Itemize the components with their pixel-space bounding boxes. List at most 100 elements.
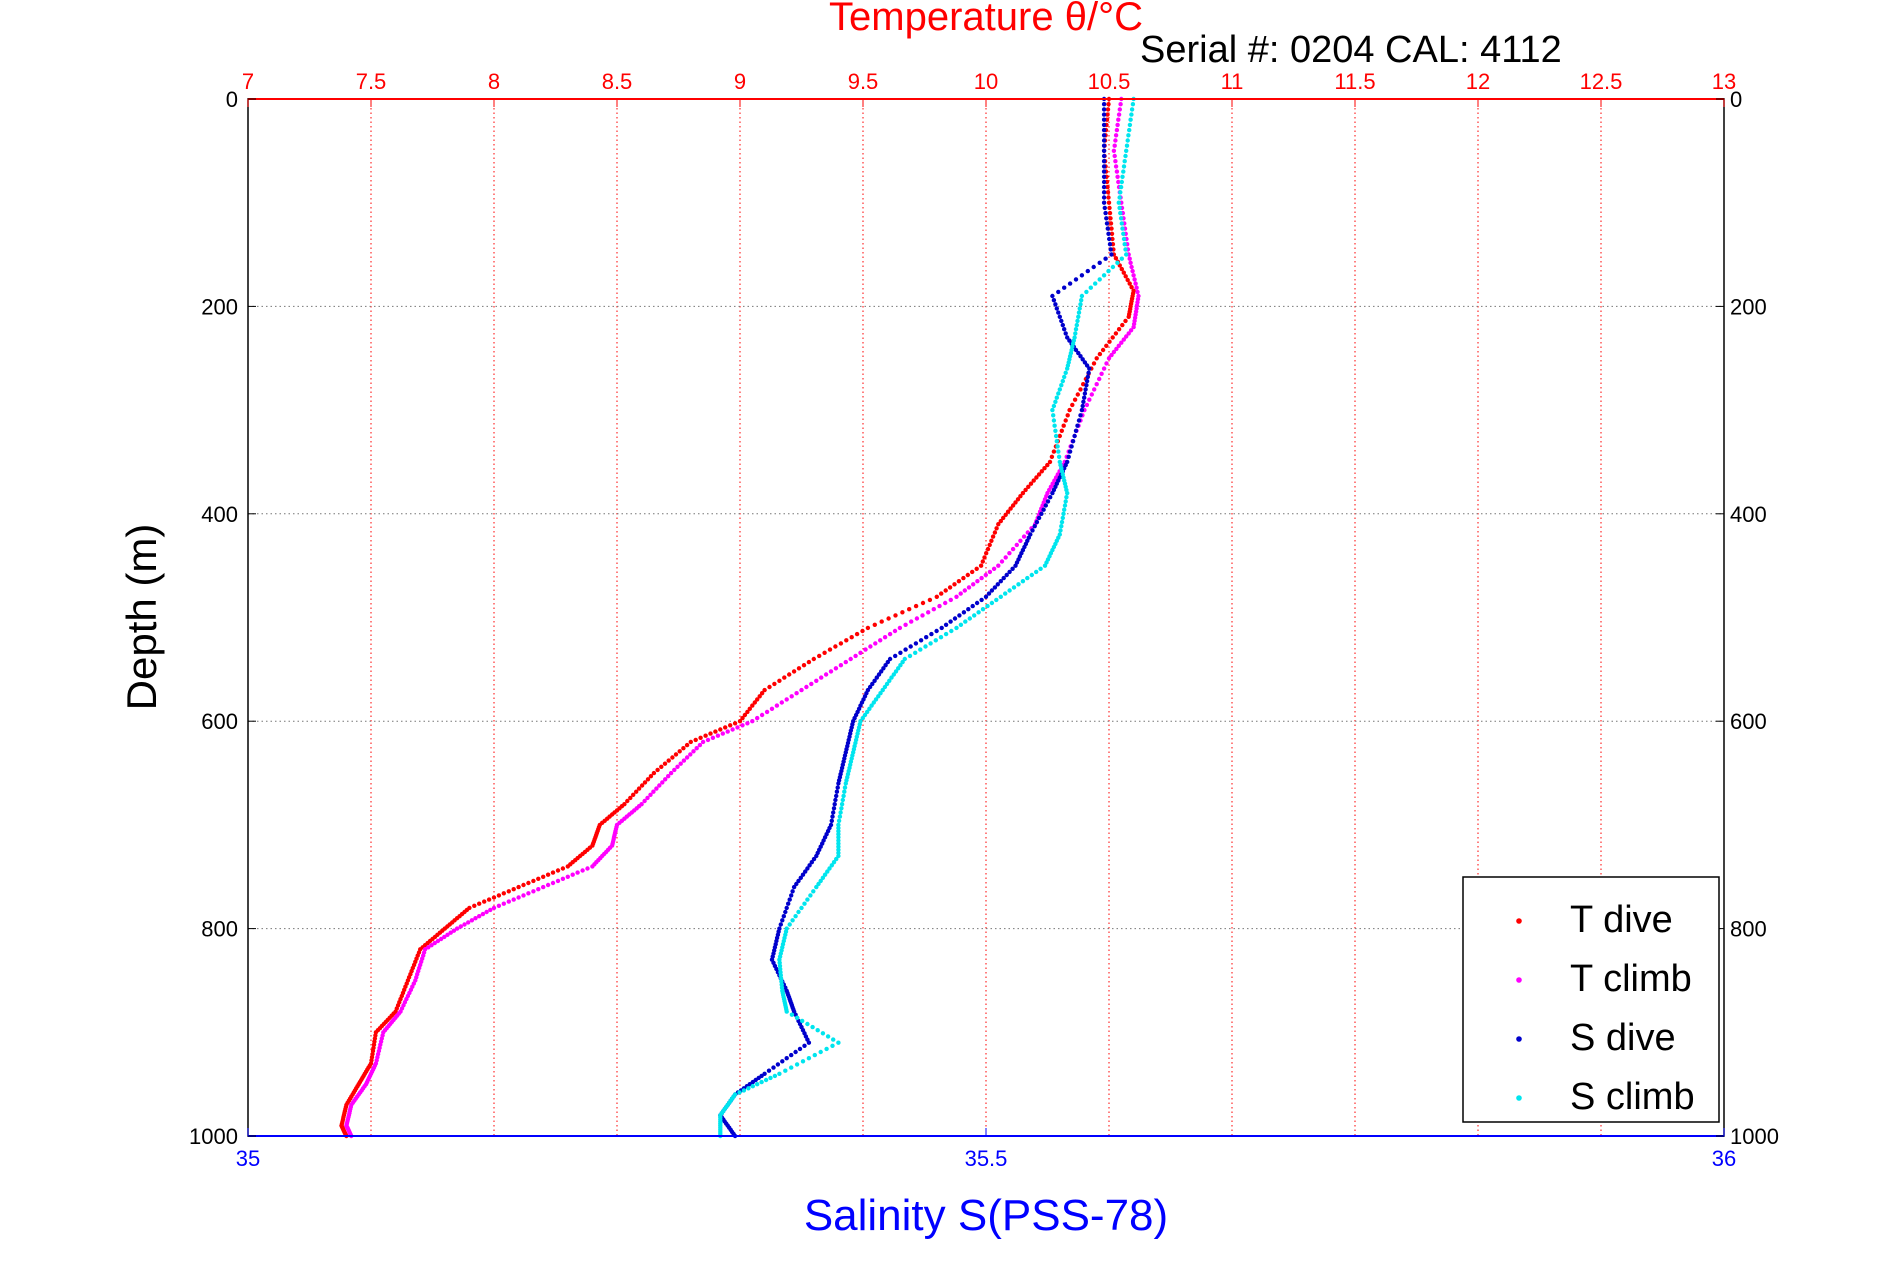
- data-point: [1079, 298, 1084, 303]
- data-point: [920, 600, 926, 606]
- data-point: [784, 1009, 789, 1014]
- y-tick-label-left: 0: [226, 87, 238, 112]
- data-point: [1056, 454, 1062, 459]
- data-point: [491, 905, 497, 911]
- data-point: [887, 656, 893, 662]
- data-point: [1073, 428, 1079, 433]
- data-point: [1048, 495, 1053, 500]
- data-point: [491, 895, 497, 900]
- data-point: [1059, 519, 1065, 525]
- data-point: [536, 876, 541, 881]
- data-point: [1020, 579, 1026, 584]
- data-point: [1126, 331, 1131, 336]
- data-point: [550, 870, 556, 875]
- data-point: [1082, 360, 1088, 365]
- data-point: [1005, 509, 1011, 514]
- data-point: [985, 546, 991, 552]
- data-point: [966, 585, 972, 590]
- data-point: [784, 697, 789, 702]
- data-point: [445, 932, 450, 937]
- data-point: [668, 770, 674, 776]
- data-point: [752, 700, 757, 705]
- data-point: [800, 872, 806, 877]
- data-point: [1101, 200, 1107, 205]
- data-point: [1063, 370, 1068, 375]
- data-point: [991, 566, 997, 571]
- data-point: [832, 802, 837, 807]
- data-point: [628, 795, 633, 801]
- data-point: [1101, 164, 1107, 169]
- data-point: [939, 625, 944, 631]
- legend-marker-t-dive: [1516, 918, 1522, 924]
- data-point: [1108, 247, 1113, 252]
- data-point: [1128, 260, 1133, 265]
- data-point: [1119, 221, 1125, 226]
- data-point: [791, 884, 797, 890]
- data-point: [931, 607, 936, 612]
- data-point: [1119, 266, 1125, 272]
- data-point: [811, 889, 816, 894]
- data-point: [1104, 361, 1109, 366]
- data-point: [541, 884, 546, 890]
- data-point: [1118, 102, 1123, 107]
- data-point: [1117, 205, 1122, 211]
- data-point: [688, 752, 693, 757]
- data-point: [913, 641, 919, 646]
- data-point: [435, 938, 441, 944]
- data-point: [681, 758, 687, 763]
- data-point: [893, 669, 899, 674]
- data-point: [771, 1065, 776, 1070]
- data-point: [1113, 256, 1119, 261]
- data-point: [755, 697, 760, 702]
- data-point: [1052, 423, 1057, 428]
- data-point: [938, 635, 944, 640]
- data-point: [1063, 418, 1068, 423]
- data-point: [833, 644, 838, 649]
- data-point: [526, 880, 531, 886]
- data-point: [1041, 507, 1046, 512]
- data-point: [694, 746, 699, 751]
- data-point: [1117, 195, 1122, 200]
- data-point: [1127, 122, 1133, 128]
- data-point: [1051, 449, 1057, 454]
- data-point: [1030, 528, 1035, 533]
- data-point: [1116, 112, 1122, 117]
- data-point: [763, 1077, 769, 1083]
- data-point: [843, 781, 848, 786]
- data-point: [994, 526, 999, 531]
- data-point: [725, 729, 730, 734]
- data-point: [723, 725, 728, 730]
- data-point: [830, 814, 835, 819]
- y-tick-label-left: 1000: [189, 1124, 238, 1149]
- data-point: [1072, 433, 1077, 439]
- data-point: [914, 616, 920, 621]
- data-point: [865, 625, 871, 631]
- data-point: [872, 622, 877, 627]
- data-point: [1039, 511, 1044, 516]
- data-point: [1078, 413, 1083, 418]
- data-point: [1076, 350, 1081, 356]
- data-point: [800, 1018, 805, 1024]
- data-point: [1116, 327, 1122, 332]
- data-point: [970, 603, 975, 609]
- data-point: [934, 594, 939, 599]
- data-point: [996, 563, 1001, 568]
- data-point: [1105, 190, 1111, 195]
- data-point: [836, 781, 841, 786]
- data-point: [1058, 528, 1063, 533]
- data-point: [1122, 242, 1127, 247]
- data-point: [908, 644, 913, 649]
- data-point: [451, 928, 457, 933]
- data-point: [800, 1059, 806, 1064]
- data-point: [585, 866, 590, 871]
- data-point: [836, 1040, 841, 1045]
- data-point: [1085, 374, 1091, 380]
- data-point: [1065, 366, 1070, 371]
- data-point: [839, 802, 845, 807]
- data-point: [843, 659, 848, 665]
- data-point: [732, 721, 738, 726]
- data-point: [1023, 487, 1028, 493]
- data-point: [1084, 363, 1090, 368]
- data-point: [730, 727, 735, 732]
- data-point: [1135, 289, 1140, 295]
